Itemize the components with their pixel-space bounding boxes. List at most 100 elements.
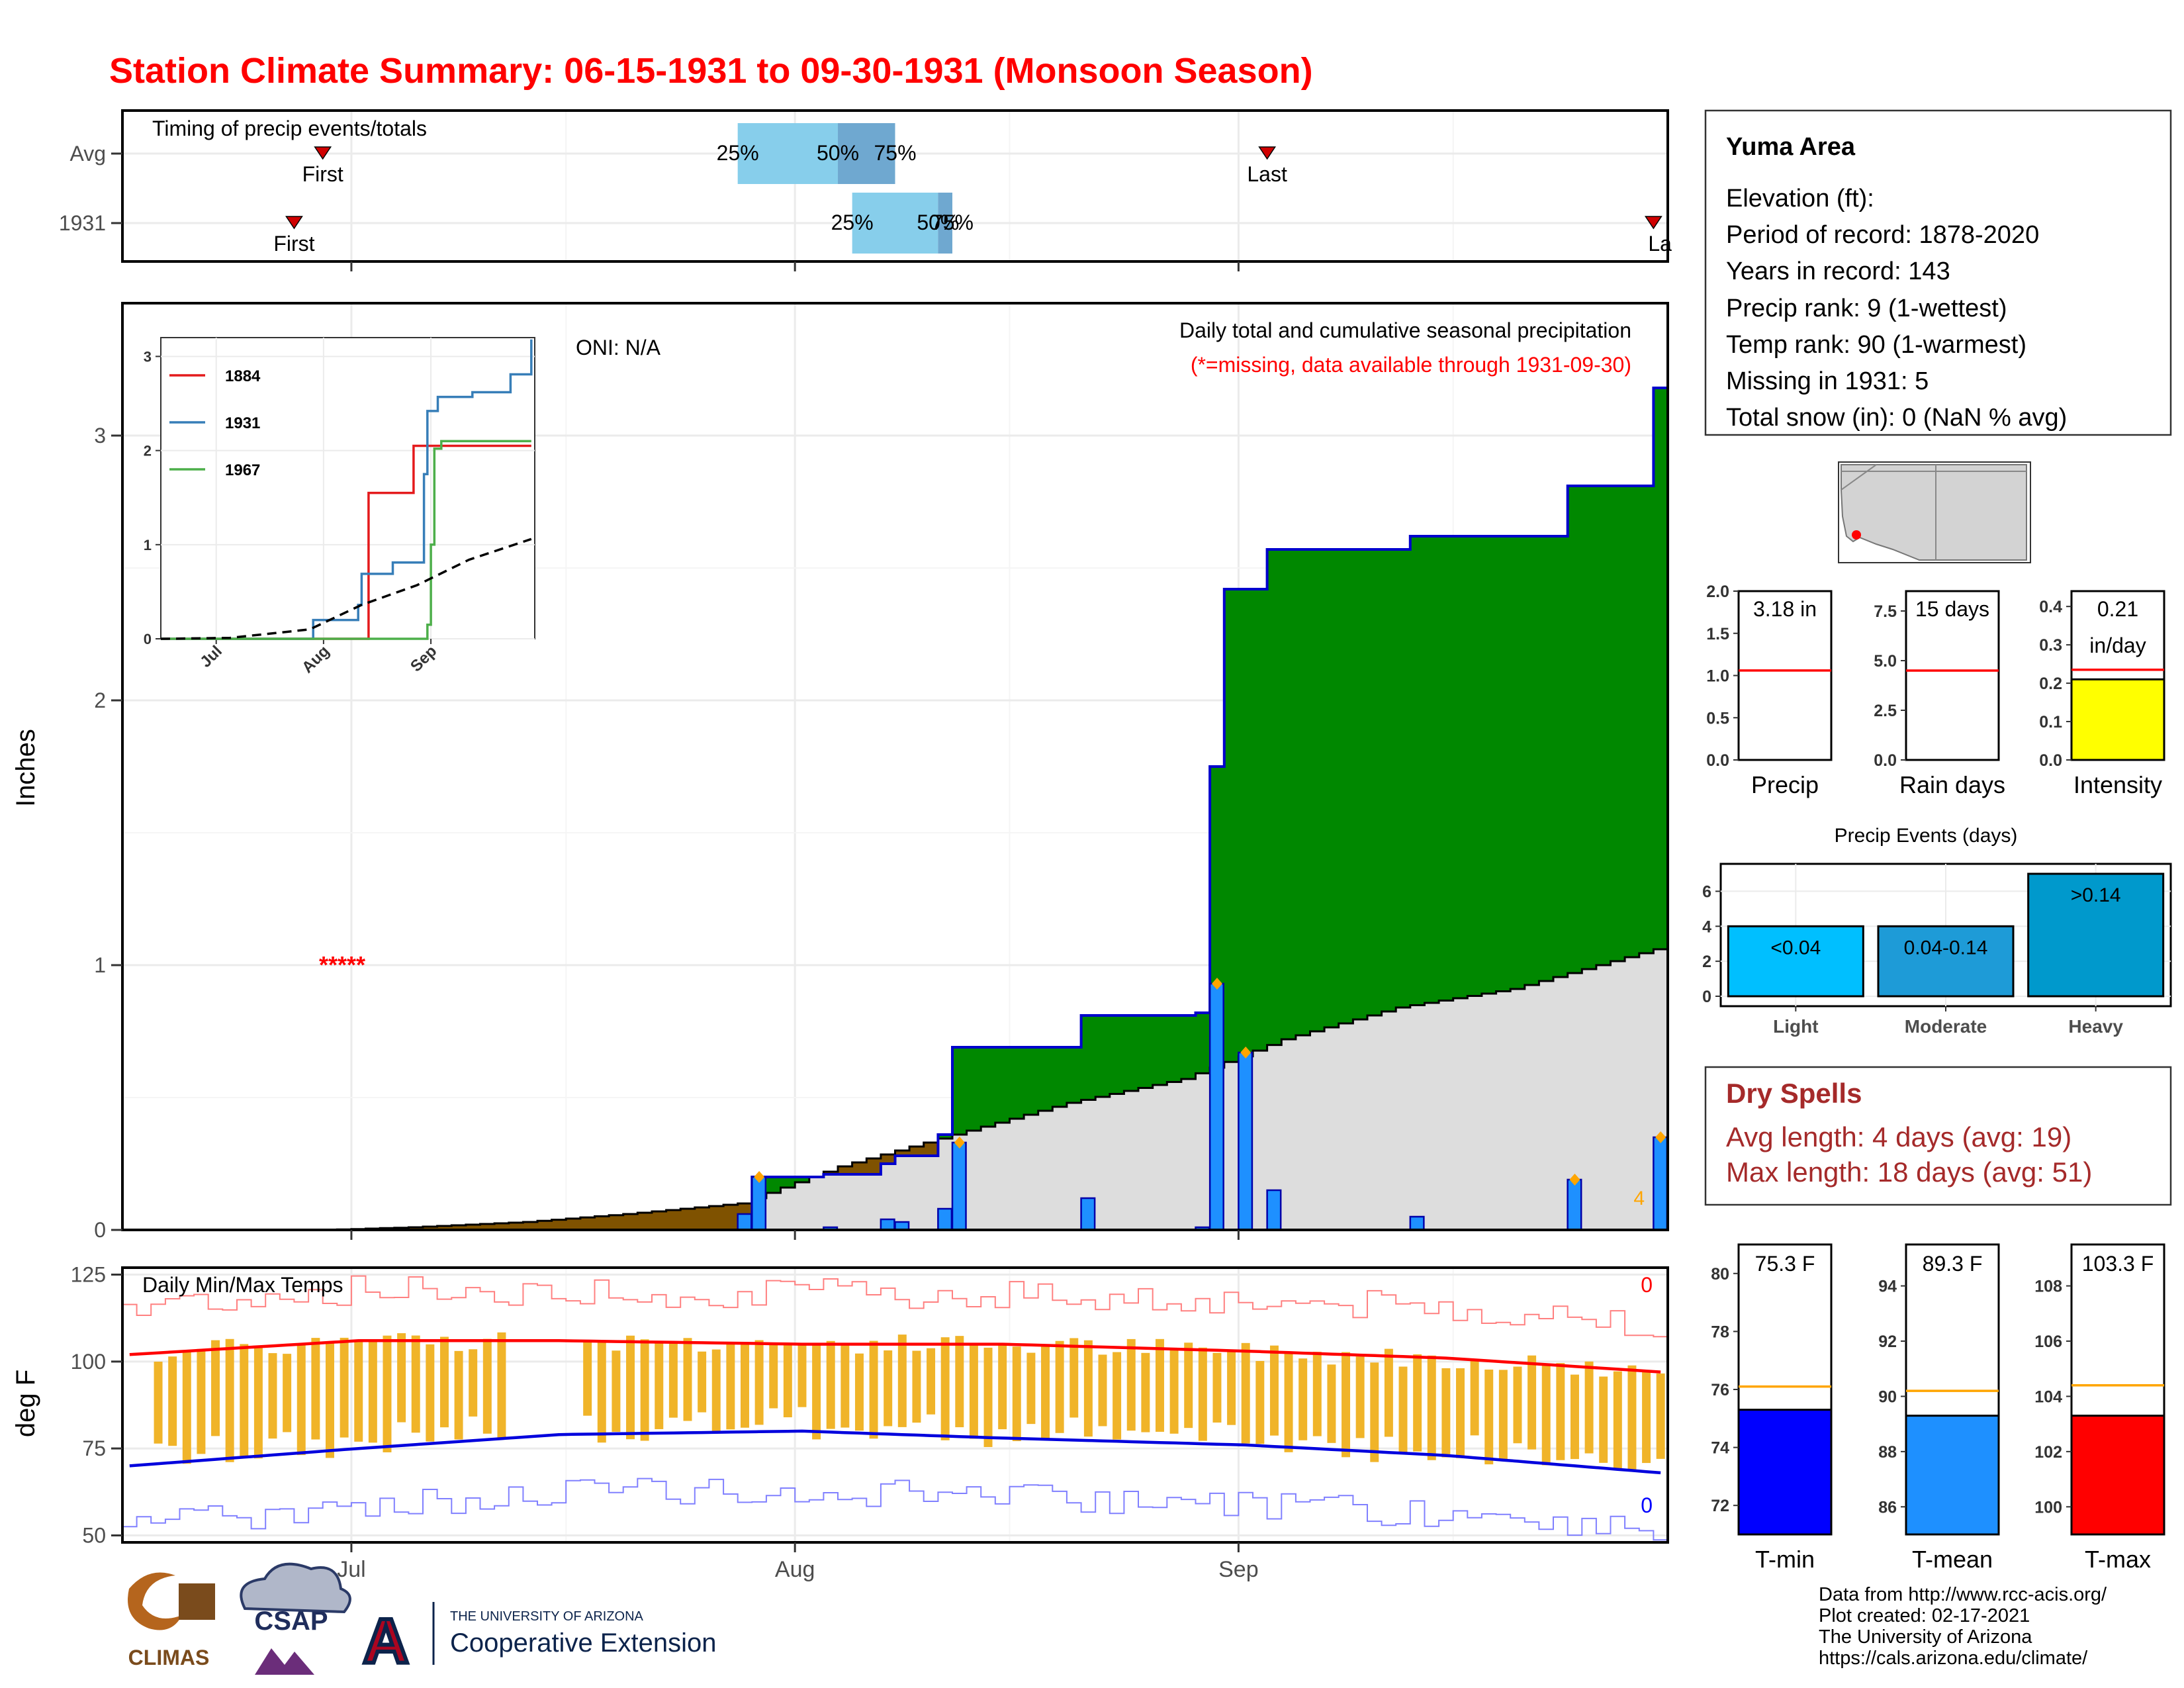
daily-temp-bar bbox=[912, 1350, 921, 1423]
daily-precip-bar bbox=[880, 1218, 895, 1231]
daily-temp-bar bbox=[597, 1341, 606, 1443]
precip-panel: 0 1 2 3 Inches ONI: N/A Daily total and cum… bbox=[11, 302, 1669, 1242]
ua-a-icon: A bbox=[363, 1606, 408, 1677]
summary-y-tick-label: 78 bbox=[1711, 1323, 1729, 1341]
info-elevation: Elevation (ft): bbox=[1726, 185, 1874, 212]
daily-temp-bar bbox=[1384, 1348, 1393, 1437]
summary-value-bar bbox=[1905, 1415, 2000, 1536]
events-y-tick-label: 0 bbox=[1702, 988, 1711, 1006]
daily-temp-bar bbox=[439, 1336, 449, 1428]
daily-temp-bar bbox=[1556, 1363, 1565, 1460]
info-years: Years in record: 143 bbox=[1726, 258, 1950, 285]
precip-cumulative-line bbox=[122, 387, 1668, 1231]
temp-y-tick-label: 75 bbox=[82, 1436, 106, 1460]
credit-university: The University of Arizona bbox=[1819, 1626, 2032, 1648]
avg-min-line bbox=[129, 1429, 1661, 1475]
heavy-event-diamond bbox=[1569, 1174, 1580, 1186]
locator-map bbox=[1838, 461, 2031, 563]
oni-label: ONI: N/A bbox=[576, 336, 661, 359]
timing-1931-last-marker bbox=[1644, 216, 1662, 230]
dry-max-length: Max length: 18 days (avg: 51) bbox=[1726, 1156, 2092, 1188]
heavy-event-diamond bbox=[954, 1137, 965, 1149]
daily-temp-bar bbox=[1184, 1342, 1193, 1429]
summary-y-tick-label: 108 bbox=[2034, 1278, 2062, 1296]
csap-logo[interactable]: CSAP bbox=[240, 1562, 351, 1675]
timing-1931-iqr-low bbox=[852, 193, 938, 254]
daily-temp-bar bbox=[726, 1344, 735, 1430]
record-low-line bbox=[122, 1477, 1668, 1541]
precip-y-axis: 0 1 2 3 bbox=[94, 424, 1240, 1242]
daily-temp-bar bbox=[797, 1343, 807, 1407]
info-period: Period of record: 1878-2020 bbox=[1726, 221, 2039, 249]
precip-y-tick-label: 2 bbox=[94, 688, 106, 712]
summary-y-tick-label: 0.5 bbox=[1706, 709, 1729, 727]
daily-temp-bar bbox=[711, 1349, 721, 1432]
daily-temp-bar bbox=[1413, 1354, 1422, 1452]
daily-precip-bar bbox=[1653, 1136, 1668, 1231]
daily-temp-bar bbox=[812, 1345, 821, 1440]
timing-panel-title: Timing of precip events/totals bbox=[152, 117, 427, 140]
events-category-label: Moderate bbox=[1905, 1016, 1987, 1037]
inset-legend-label: 1967 bbox=[225, 461, 260, 479]
daily-temp-bar bbox=[1255, 1360, 1265, 1444]
avg-max-line bbox=[129, 1339, 1661, 1374]
daily-temp-bar bbox=[668, 1343, 678, 1418]
temp-summary-panels: 72 74 76 78 80 75.3 F T-min 86 88 90 92 94 89.3 F T-m… bbox=[1711, 1243, 2165, 1573]
timing-avg-first-marker bbox=[314, 146, 332, 160]
summary-value-bar bbox=[1737, 1409, 1833, 1536]
daily-temp-bar bbox=[354, 1342, 363, 1442]
climas-sun-icon bbox=[128, 1572, 182, 1630]
summary-y-tick-label: 80 bbox=[1711, 1265, 1729, 1284]
summary-panel-frame bbox=[1737, 590, 1833, 761]
daily-temp-bar bbox=[154, 1361, 163, 1444]
daily-temp-bar bbox=[1212, 1352, 1222, 1423]
daily-temp-bar bbox=[826, 1340, 835, 1429]
daily-temp-bar bbox=[1484, 1369, 1494, 1465]
daily-precip-bar bbox=[1567, 1178, 1582, 1231]
events-bar bbox=[2027, 872, 2165, 998]
summary-y-tick-label: 0.2 bbox=[2039, 675, 2062, 693]
summary-value-text: 15 days bbox=[1915, 597, 1989, 621]
daily-temp-bar bbox=[454, 1350, 463, 1440]
temp-y-tick-label: 50 bbox=[82, 1523, 106, 1547]
summary-y-tick-label: 102 bbox=[2034, 1443, 2062, 1462]
daily-temp-bar bbox=[1227, 1352, 1236, 1425]
csap-logo-text: CSAP bbox=[254, 1607, 328, 1636]
summary-y-tick-label: 88 bbox=[1878, 1443, 1897, 1462]
daily-temp-bar bbox=[1584, 1361, 1594, 1454]
dry-title: Dry Spells bbox=[1726, 1078, 1862, 1109]
logos: CLIMAS CSAP A THE UNIVERSITY OF ARIZONA … bbox=[128, 1562, 716, 1679]
map-border-ca bbox=[1841, 464, 1877, 491]
daily-temp-bar bbox=[1513, 1366, 1522, 1444]
daily-temp-bar bbox=[1055, 1340, 1064, 1433]
timing-avg-last-marker bbox=[1258, 146, 1277, 160]
daily-temp-bar bbox=[411, 1335, 420, 1433]
summary-panel-label: T-max bbox=[2085, 1546, 2151, 1573]
heavy-event-diamond bbox=[754, 1171, 765, 1183]
daily-temp-bar bbox=[1198, 1347, 1207, 1441]
daily-temp-bar bbox=[1427, 1355, 1436, 1460]
precip-avg-fill bbox=[122, 949, 1668, 1230]
temp-y-axis: 50 75 100 125 bbox=[71, 1263, 122, 1547]
ua-logo[interactable]: A THE UNIVERSITY OF ARIZONA Cooperative … bbox=[361, 1602, 716, 1679]
daily-temp-bar bbox=[983, 1347, 993, 1447]
climas-logo[interactable]: CLIMAS bbox=[128, 1572, 215, 1670]
credits: Data from http://www.rcc-acis.org/ Plot … bbox=[1819, 1584, 2107, 1669]
page-title: Station Climate Summary: 06-15-1931 to 0… bbox=[109, 51, 1313, 91]
daily-temp-bar bbox=[1098, 1354, 1107, 1427]
daily-temp-bar bbox=[626, 1335, 635, 1440]
precip-summary-panels: 0.0 0.5 1.0 1.5 2.0 3.18 in Precip 0.0 2.5 5.0 7.5… bbox=[1706, 583, 2165, 798]
credit-data-source: Data from http://www.rcc-acis.org/ bbox=[1819, 1584, 2107, 1605]
summary-y-tick-label: 106 bbox=[2034, 1333, 2062, 1351]
daily-temp-bar bbox=[741, 1342, 749, 1428]
daily-temp-bar bbox=[1370, 1362, 1379, 1462]
summary-y-tick-label: 104 bbox=[2034, 1387, 2062, 1406]
summary-value-text: 89.3 F bbox=[1923, 1252, 1983, 1276]
precip-y-tick-label: 1 bbox=[94, 953, 106, 977]
summary-value-text2: in/day bbox=[2089, 633, 2146, 657]
daily-temp-bar bbox=[1069, 1338, 1079, 1418]
daily-temp-bar bbox=[168, 1356, 177, 1446]
daily-temp-bar bbox=[211, 1340, 220, 1436]
